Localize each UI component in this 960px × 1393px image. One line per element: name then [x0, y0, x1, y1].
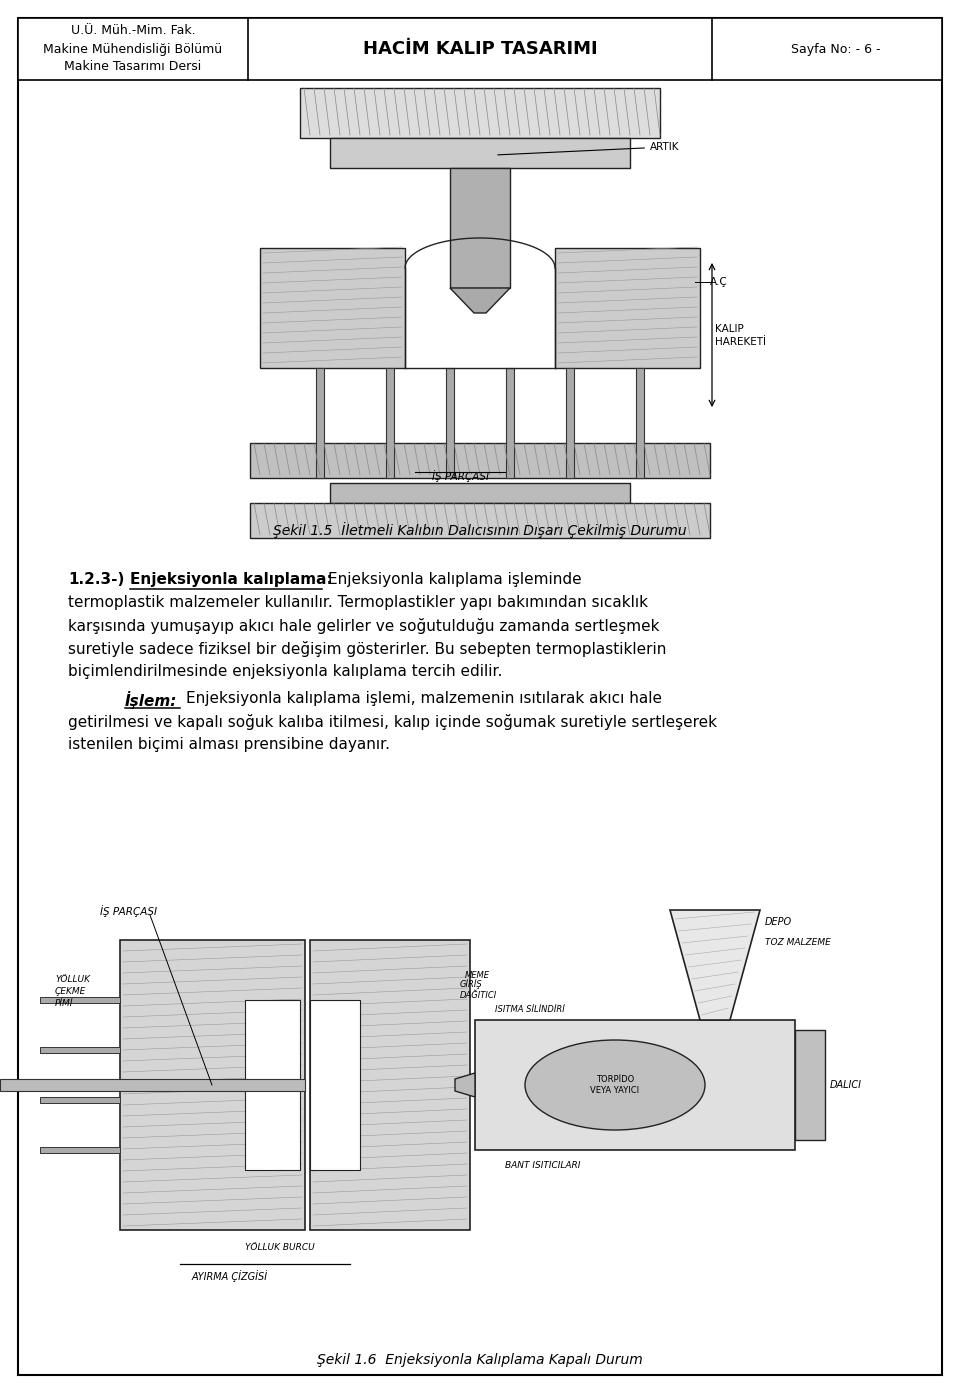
Text: TOZ MALZEME: TOZ MALZEME	[765, 937, 830, 947]
Bar	[260, 248, 405, 368]
Text: karşısında yumuşayıp akıcı hale gelirler ve soğutulduğu zamanda sertleşmek: karşısında yumuşayıp akıcı hale gelirler…	[68, 618, 660, 634]
Bar	[40, 1146, 120, 1153]
Bar	[506, 368, 514, 478]
Text: suretiyle sadece fiziksel bir değişim gösterirler. Bu sebepten termoplastiklerin: suretiyle sadece fiziksel bir değişim gö…	[68, 641, 666, 657]
Bar	[566, 368, 574, 478]
Bar	[316, 368, 324, 478]
Text: TORPİDO
VEYA YAYICI: TORPİDO VEYA YAYICI	[590, 1075, 639, 1095]
Polygon shape	[455, 1073, 475, 1098]
Text: DEPO: DEPO	[765, 917, 792, 926]
Bar	[50, 871, 910, 1340]
Text: 1.2.3-): 1.2.3-)	[68, 573, 125, 586]
Bar	[475, 1020, 795, 1151]
Bar	[40, 997, 120, 1003]
Text: Enjeksiyonla kalıplama işlemi, malzemenin ısıtılarak akıcı hale: Enjeksiyonla kalıplama işlemi, malzemeni…	[186, 691, 662, 706]
Text: U.Ü. Müh.-Mim. Fak.
Makine Mühendisliği Bölümü
Makine Tasarımı Dersi: U.Ü. Müh.-Mim. Fak. Makine Mühendisliği …	[43, 25, 223, 74]
Text: Enjeksiyonla kalıplama:: Enjeksiyonla kalıplama:	[130, 573, 333, 586]
Bar	[40, 1048, 120, 1053]
Text: YÖLLUK BURCU: YÖLLUK BURCU	[245, 1243, 315, 1252]
Bar	[245, 1000, 300, 1170]
Text: GİRİŞ
DAĞITICI: GİRİŞ DAĞITICI	[460, 979, 497, 1000]
Text: İŞ PARÇASI: İŞ PARÇASI	[431, 469, 489, 482]
Bar	[330, 483, 630, 503]
Bar	[450, 169, 510, 288]
Text: DALICI: DALICI	[830, 1080, 862, 1089]
Polygon shape	[670, 910, 760, 1020]
Text: ARTIK: ARTIK	[498, 142, 680, 155]
Bar	[636, 368, 644, 478]
Text: AYIRMA ÇİZGİSİ: AYIRMA ÇİZGİSİ	[192, 1270, 268, 1282]
Text: MEME: MEME	[465, 971, 490, 981]
Text: Şekil 1.6  Enjeksiyonla Kalıplama Kapalı Durum: Şekil 1.6 Enjeksiyonla Kalıplama Kapalı …	[317, 1353, 643, 1367]
Text: Şekil 1.5  İletmeli Kalıbın Dalıcısının Dışarı Çekilmiş Durumu: Şekil 1.5 İletmeli Kalıbın Dalıcısının D…	[274, 522, 686, 538]
Bar	[0, 1080, 305, 1091]
Bar	[300, 88, 660, 138]
Bar	[386, 368, 394, 478]
Bar	[40, 1098, 120, 1103]
Text: İŞ PARÇASI: İŞ PARÇASI	[100, 905, 157, 917]
Bar	[795, 1029, 825, 1139]
Bar	[120, 940, 305, 1230]
Text: biçimlendirilmesinde enjeksiyonla kalıplama tercih edilir.: biçimlendirilmesinde enjeksiyonla kalıpl…	[68, 664, 502, 678]
Text: Enjeksiyonla kalıplama işleminde: Enjeksiyonla kalıplama işleminde	[328, 573, 582, 586]
Text: ISITMA SİLİNDİRİ: ISITMA SİLİNDİRİ	[495, 1004, 564, 1014]
Bar	[250, 503, 710, 538]
Ellipse shape	[525, 1041, 705, 1130]
Bar	[18, 18, 942, 79]
Bar	[330, 138, 630, 169]
Text: BANT ISITICILARI: BANT ISITICILARI	[505, 1160, 581, 1170]
Text: KALIP
HAREKETİ: KALIP HAREKETİ	[715, 323, 766, 347]
Text: YÖLLUK
ÇEKME
PİMİ: YÖLLUK ÇEKME PİMİ	[55, 975, 90, 1007]
Text: İşlem:: İşlem:	[125, 691, 178, 709]
Bar	[310, 1000, 360, 1170]
Text: Sayfa No: - 6 -: Sayfa No: - 6 -	[791, 43, 880, 56]
Bar	[446, 368, 454, 478]
Bar	[310, 940, 470, 1230]
Bar	[250, 443, 710, 478]
Text: istenilen biçimi alması prensibine dayanır.: istenilen biçimi alması prensibine dayan…	[68, 737, 390, 752]
Bar	[555, 248, 700, 368]
Text: termoplastik malzemeler kullanılır. Termoplastikler yapı bakımından sıcaklık: termoplastik malzemeler kullanılır. Term…	[68, 595, 648, 610]
Text: getirilmesi ve kapalı soğuk kalıba itilmesi, kalıp içinde soğumak suretiyle sert: getirilmesi ve kapalı soğuk kalıba itilm…	[68, 715, 717, 730]
Text: HACİM KALIP TASARIMI: HACİM KALIP TASARIMI	[363, 40, 597, 59]
Text: A.Ç: A.Ç	[710, 277, 728, 287]
Polygon shape	[450, 288, 510, 313]
